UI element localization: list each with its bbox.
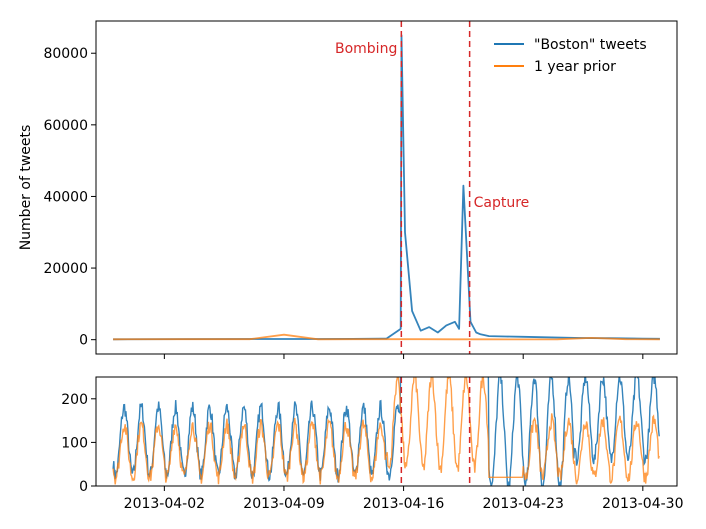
main-ylabel: Number of tweets [18,125,34,251]
main-ytick-label-3: 40000 [43,189,88,205]
zoom-ytick-label-3: 200 [61,392,88,408]
zoom-series-line-2 [112,377,660,485]
main-annotation-label-1: Bombing [335,41,397,57]
main-ytick-label-2: 20000 [43,261,88,277]
zoom-xtick-label-5: 2013-04-30 [602,496,683,512]
zoom-frame [95,376,678,487]
main-ytick-label-1: 0 [79,333,88,349]
zoom-panel: 0 100 200 2013-04-02 2013-04-09 2013-04-16 201… [61,376,684,512]
main-series-line-1 [113,34,660,341]
zoom-xtick-label-4: 2013-04-23 [483,496,564,512]
zoom-ytick-label-1: 0 [79,479,88,495]
zoom-ytick-label-2: 100 [61,435,88,451]
legend-label-1: "Boston" tweets [534,37,647,53]
main-annotation-label-2: Capture [474,195,530,211]
main-ytick-label-5: 80000 [43,46,88,62]
main-frame [95,20,678,355]
main-ytick-label-4: 60000 [43,118,88,134]
zoom-xtick-label-2: 2013-04-09 [243,496,324,512]
main-panel: Bombing Capture 0 20000 40000 60000 80000 Numbe… [18,20,678,359]
legend: "Boston" tweets 1 year prior [494,37,647,75]
legend-label-2: 1 year prior [534,59,616,75]
main-series-line-2 [113,333,660,341]
zoom-series-line-1 [112,377,660,486]
zoom-xtick-label-3: 2013-04-16 [363,496,444,512]
zoom-xtick-label-1: 2013-04-02 [124,496,205,512]
